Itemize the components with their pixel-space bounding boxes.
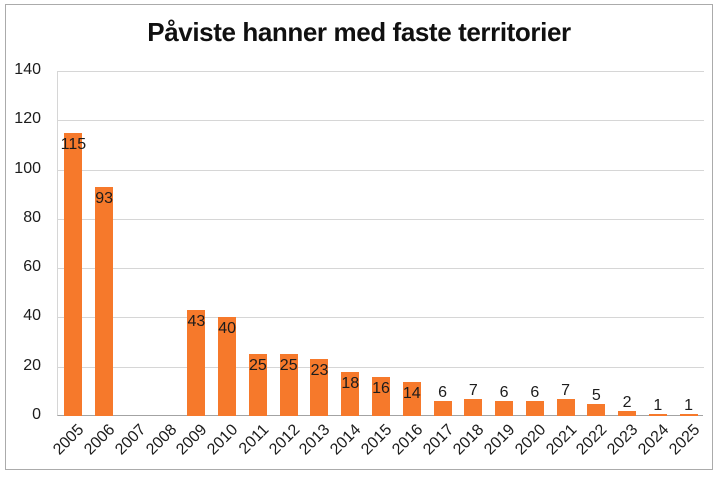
bar-value-label: 7 — [468, 381, 478, 399]
bar-2005 — [64, 132, 83, 416]
bar-2025 — [679, 413, 698, 416]
bar-value-label: 6 — [499, 384, 509, 402]
bar-value-label: 40 — [218, 320, 237, 338]
gridline-y100 — [58, 169, 704, 171]
bar-value-label: 16 — [372, 379, 390, 397]
gridline-y20 — [58, 366, 704, 368]
x-axis-tick-label: 2015 — [358, 421, 396, 459]
gridline-y80 — [58, 218, 704, 220]
bar-value-label: 1 — [684, 396, 694, 414]
bar-2023 — [618, 411, 637, 416]
bar-2011 — [248, 354, 267, 416]
x-axis-tick-label: 2024 — [634, 421, 673, 459]
bar-value-label: 93 — [95, 189, 114, 207]
bar-value-label: 18 — [341, 374, 360, 392]
x-axis-tick-label: 2022 — [573, 421, 611, 459]
x-axis-tick-label: 2021 — [542, 421, 580, 459]
x-axis-tick-label: 2019 — [481, 421, 519, 459]
x-axis-tick-label: 2023 — [604, 421, 642, 459]
y-axis-tick-label: 80 — [23, 208, 41, 226]
x-axis-tick-label: 2020 — [511, 421, 550, 459]
x-axis-tick-label: 2018 — [450, 421, 488, 459]
bar-2018 — [464, 398, 483, 416]
y-axis-tick-label: 0 — [32, 406, 41, 423]
bar-value-label: 25 — [249, 357, 267, 375]
bar-2012 — [279, 354, 298, 416]
bar-2013 — [310, 359, 329, 416]
x-axis-tick-label: 2010 — [204, 421, 242, 459]
bar-2015 — [372, 376, 390, 416]
chart-frame: Påviste hanner med faste territorier 115… — [5, 4, 713, 470]
bar-value-label: 2 — [622, 394, 632, 412]
x-axis-tick-label: 2013 — [296, 421, 334, 459]
bar-value-label: 23 — [310, 362, 329, 380]
x-axis-tick-label: 2017 — [419, 421, 457, 459]
bar-2020 — [525, 401, 544, 416]
x-axis-tick-label: 2025 — [665, 421, 703, 459]
gridline-y140 — [58, 71, 704, 72]
bar-2024 — [648, 413, 667, 416]
bar-2014 — [341, 371, 360, 416]
gridline-y40 — [58, 317, 704, 319]
y-axis-tick-label: 140 — [14, 61, 41, 78]
x-axis-tick-label: 2009 — [173, 421, 211, 459]
bar-value-label: 6 — [530, 384, 540, 402]
x-axis-tick-label: 2007 — [112, 421, 150, 459]
y-axis-tick-label: 20 — [23, 356, 41, 374]
y-axis-tick-label: 120 — [14, 110, 41, 128]
x-axis-tick-label: 2011 — [235, 421, 273, 458]
bar-value-label: 7 — [561, 381, 571, 399]
bar-value-label: 6 — [438, 384, 447, 402]
bar-2017 — [433, 401, 452, 416]
x-axis-tick-label: 2012 — [265, 421, 304, 459]
x-axis-tick-label: 2005 — [50, 421, 88, 459]
gridline-y60 — [58, 268, 704, 270]
bar-2022 — [587, 403, 606, 416]
bar-2010 — [218, 317, 237, 416]
y-axis-tick-label: 60 — [23, 258, 41, 276]
bar-2021 — [556, 398, 575, 416]
x-axis-tick-label: 2016 — [388, 421, 427, 459]
bar-value-label: 115 — [60, 135, 87, 153]
bar-2006 — [95, 186, 114, 416]
y-axis-tick-label: 100 — [14, 159, 41, 177]
gridline-y120 — [58, 120, 704, 122]
bar-2016 — [402, 381, 421, 416]
bar-value-label: 43 — [187, 313, 206, 331]
bar-2009 — [187, 310, 206, 416]
bar-value-label: 1 — [653, 396, 663, 414]
x-axis-tick-label: 2014 — [327, 421, 365, 459]
bar-value-label: 5 — [591, 386, 601, 404]
chart-title: Påviste hanner med faste territorier — [147, 17, 571, 47]
x-axis-tick-label: 2008 — [142, 421, 180, 459]
plot-area: 115 93 43 40 25 25 23 18 16 14 6 7 6 6 7 5 2 1 1 — [57, 71, 704, 416]
bar-value-label: 25 — [279, 357, 298, 375]
y-axis-tick-label: 40 — [23, 307, 41, 325]
x-axis-tick-label: 2006 — [81, 421, 119, 459]
bar-value-label: 14 — [402, 384, 421, 402]
bar-2019 — [495, 401, 514, 416]
